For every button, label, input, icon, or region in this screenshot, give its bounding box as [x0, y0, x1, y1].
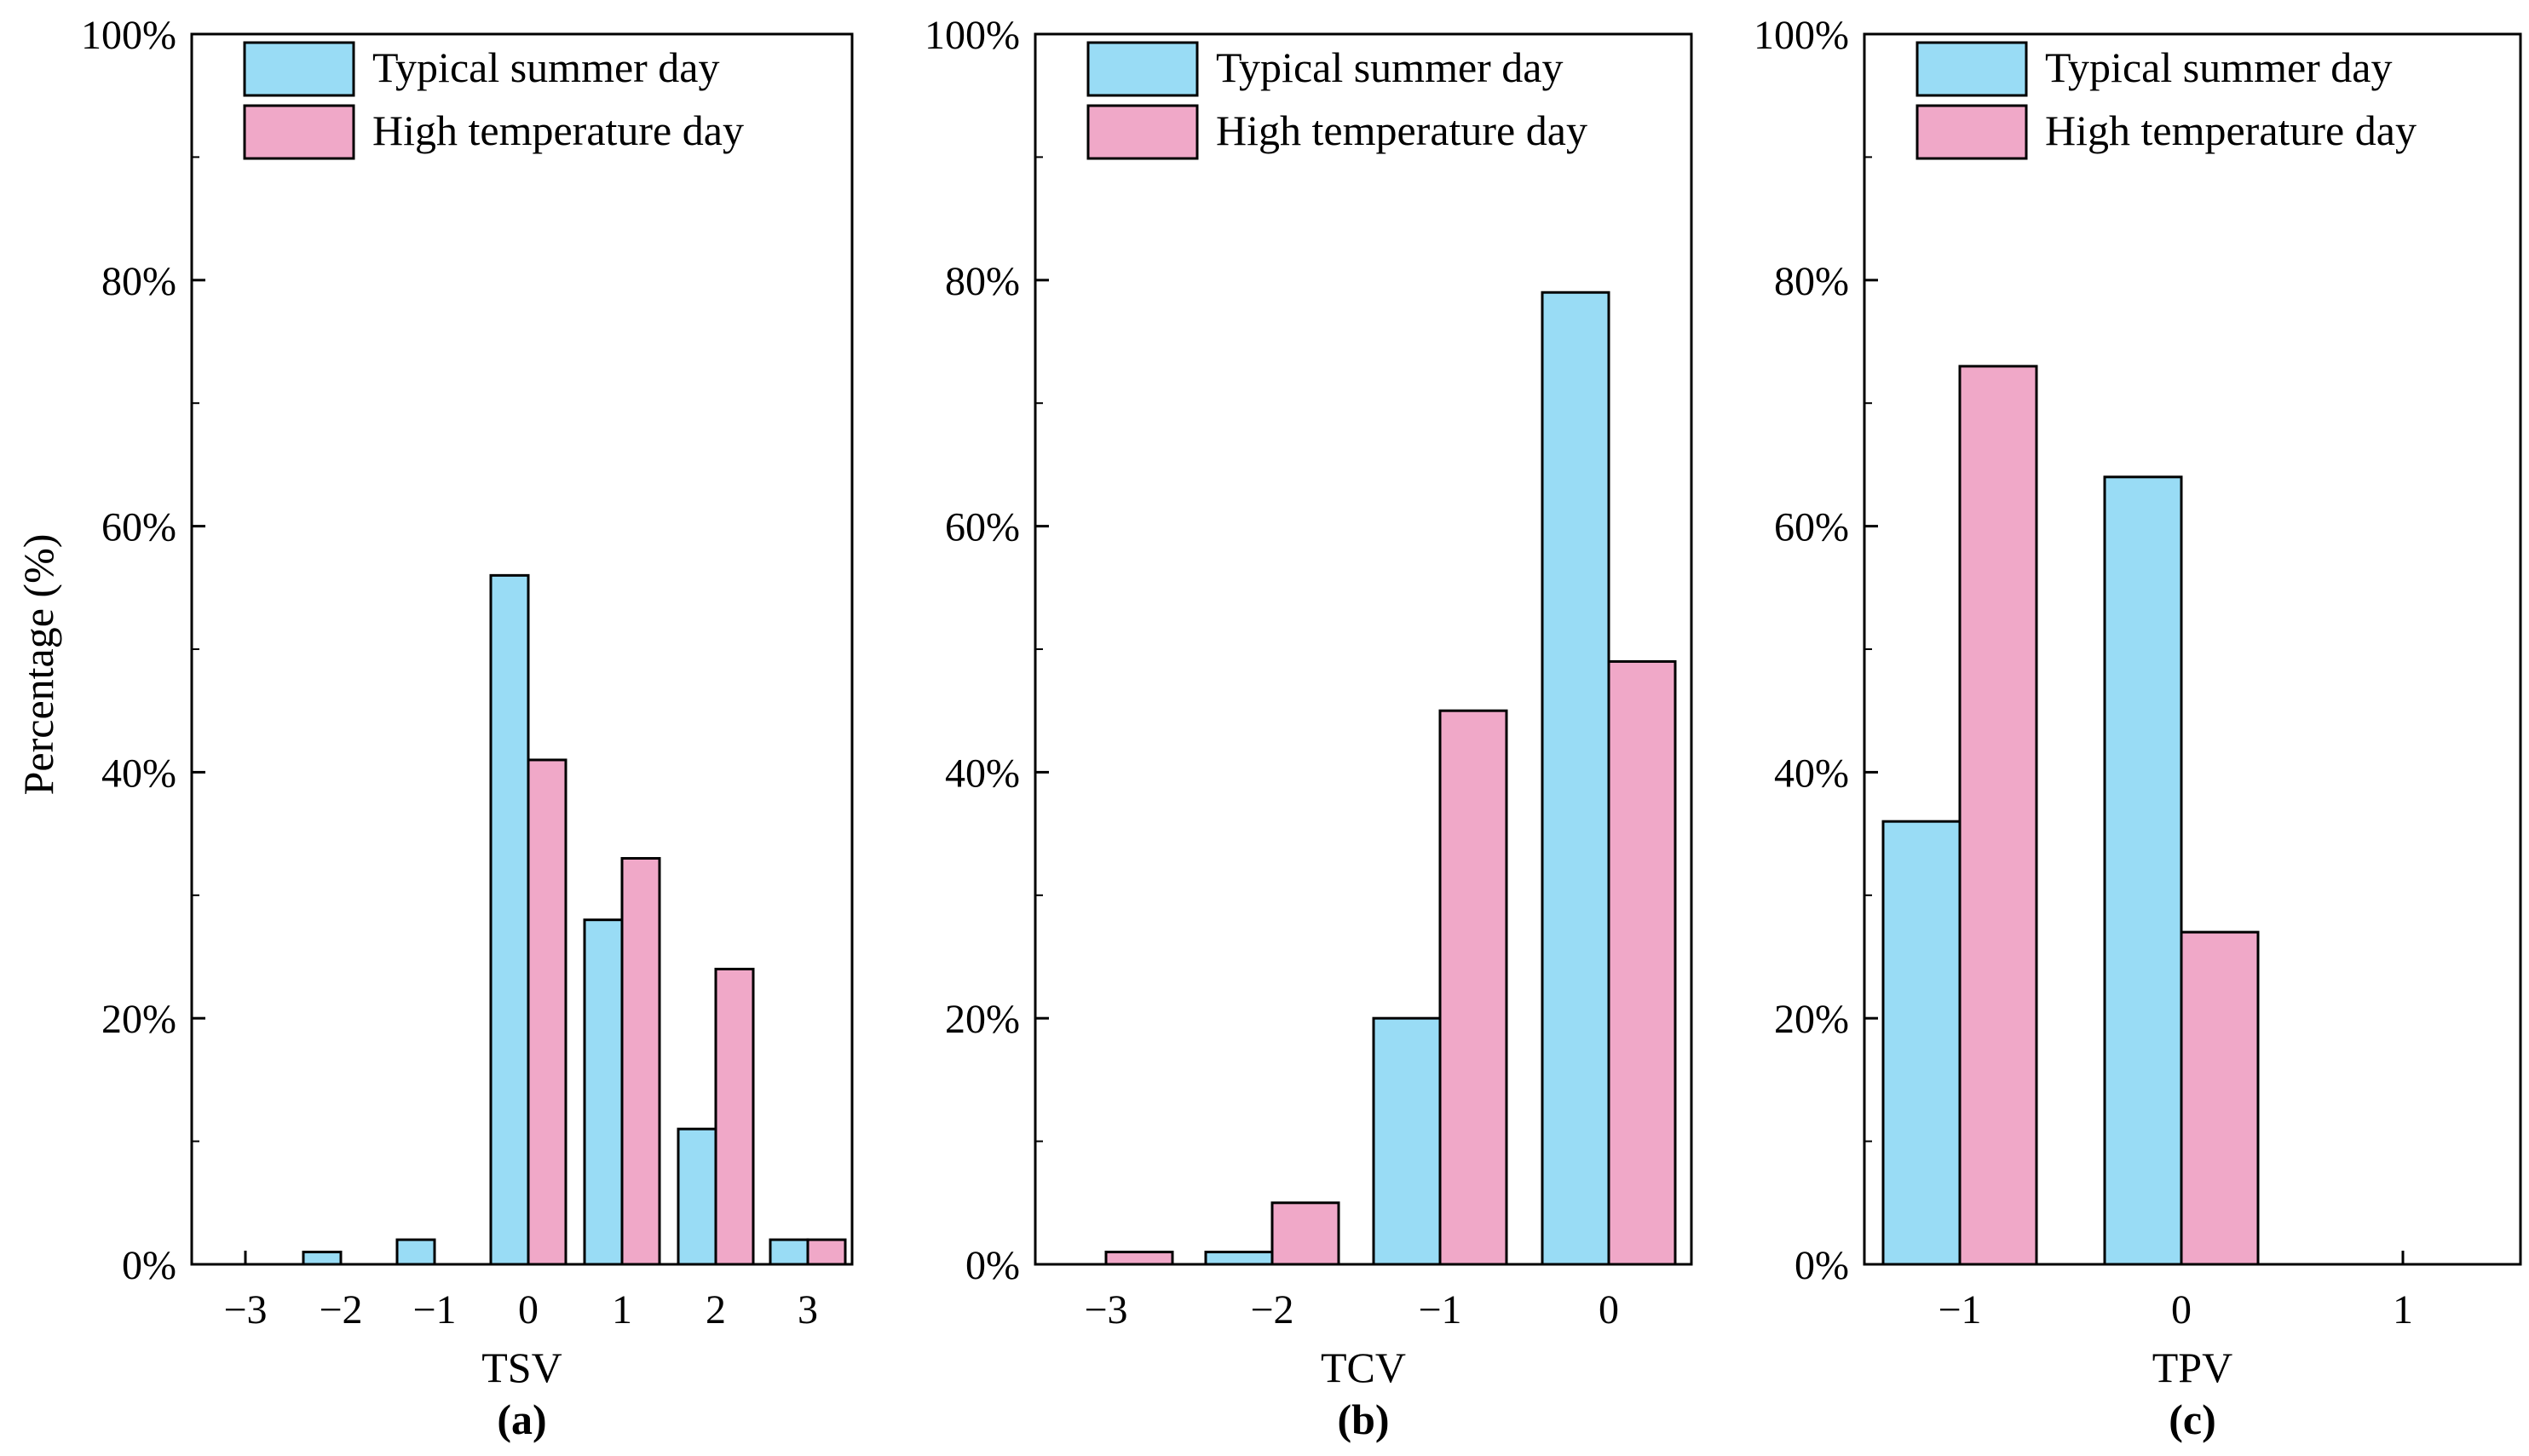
y-tick-label: 100%	[1754, 13, 1849, 58]
bar-typical-3	[489, 573, 530, 1266]
y-tick-label: 0%	[1794, 1243, 1849, 1288]
legend-swatch-high	[1086, 104, 1199, 160]
bar-typical-6	[769, 1238, 809, 1266]
bar-high-2	[1438, 709, 1508, 1266]
x-tick-label: −2	[319, 1287, 362, 1332]
y-tick-label: 20%	[101, 997, 176, 1042]
x-tick-label: −2	[1250, 1287, 1293, 1332]
legend-label-high: High temperature day	[372, 106, 744, 154]
x-tick-label: −1	[412, 1287, 456, 1332]
bar-high-0	[1104, 1251, 1174, 1266]
y-tick-label: 80%	[1774, 259, 1849, 304]
chart-panel-b: 0% 20% 40% 60% 80% 100% −3 −2 −1 0 TCV (b) Typical s…	[925, 13, 1693, 1443]
bar-high-6	[806, 1238, 847, 1266]
x-axis-label: TPV	[2152, 1344, 2232, 1391]
x-axis-label: TCV	[1321, 1344, 1406, 1391]
chart-panel-a: 0% 20% 40% 60% 80% 100% −3 −2 −1 0 1 2 3 TSV (a) Typica…	[81, 13, 854, 1443]
y-tick-label: 20%	[945, 997, 1020, 1042]
legend-swatch-typical	[243, 41, 355, 97]
bar-high-4	[620, 856, 661, 1266]
y-tick-label: 60%	[1774, 505, 1849, 550]
bar-high-1	[1270, 1201, 1340, 1266]
y-tick-label: 80%	[101, 259, 176, 304]
legend-swatch-high	[243, 104, 355, 160]
y-tick-label: 40%	[101, 751, 176, 796]
y-tick-label: 100%	[925, 13, 1020, 58]
x-axis-label: TSV	[481, 1344, 562, 1391]
bar-high-5	[714, 967, 755, 1266]
bar-high-1	[2180, 930, 2260, 1266]
x-tick-label: −3	[1084, 1287, 1127, 1332]
bar-typical-1	[2103, 475, 2183, 1266]
bar-typical-1	[302, 1251, 343, 1266]
legend-swatch-typical	[1915, 41, 2028, 97]
y-tick-label: 100%	[81, 13, 176, 58]
bar-high-3	[527, 758, 567, 1266]
y-axis-label: Percentage (%)	[14, 534, 62, 796]
x-tick-label: 0	[1599, 1287, 1619, 1332]
bar-typical-2	[1372, 1016, 1442, 1266]
panel-label: (c)	[2169, 1396, 2216, 1443]
legend-label-typical: Typical summer day	[372, 43, 720, 91]
y-tick-label: 40%	[1774, 751, 1849, 796]
y-tick-label: 60%	[101, 505, 176, 550]
bar-typical-5	[677, 1127, 717, 1266]
y-tick-label: 0%	[122, 1243, 176, 1288]
bar-high-3	[1607, 659, 1677, 1266]
y-tick-label: 80%	[945, 259, 1020, 304]
legend-swatch-typical	[1086, 41, 1199, 97]
x-tick-label: 1	[2393, 1287, 2413, 1332]
x-tick-label: −1	[1418, 1287, 1461, 1332]
x-tick-label: 2	[706, 1287, 726, 1332]
legend-swatch-high	[1915, 104, 2028, 160]
x-tick-label: −1	[1938, 1287, 1981, 1332]
bar-typical-4	[583, 918, 624, 1266]
legend-label-typical: Typical summer day	[2045, 43, 2393, 91]
panel-label: (b)	[1337, 1396, 1389, 1443]
bar-typical-3	[1541, 291, 1610, 1266]
x-tick-label: 0	[2171, 1287, 2192, 1332]
x-tick-label: 0	[518, 1287, 539, 1332]
legend-label-typical: Typical summer day	[1216, 43, 1564, 91]
x-tick-label: −3	[223, 1287, 267, 1332]
y-tick-label: 20%	[1774, 997, 1849, 1042]
panel-label: (a)	[497, 1396, 546, 1443]
bar-high-0	[1958, 365, 2038, 1266]
bar-typical-1	[1204, 1251, 1274, 1266]
legend-label-high: High temperature day	[2045, 106, 2417, 154]
bar-typical-0	[1881, 820, 1962, 1266]
x-tick-label: 1	[612, 1287, 632, 1332]
chart-panel-c: 0% 20% 40% 60% 80% 100% −1 0 1 TPV (c) Typical summ…	[1754, 13, 2522, 1443]
y-tick-label: 40%	[945, 751, 1020, 796]
y-tick-label: 0%	[965, 1243, 1020, 1288]
x-tick-label: 3	[798, 1287, 818, 1332]
y-tick-label: 60%	[945, 505, 1020, 550]
legend-label-high: High temperature day	[1216, 106, 1587, 154]
bar-typical-2	[395, 1238, 436, 1266]
